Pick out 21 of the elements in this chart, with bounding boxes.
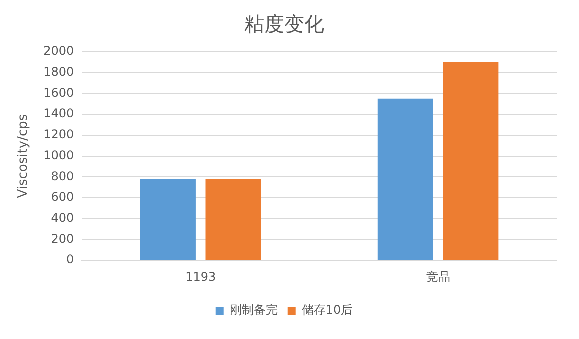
y-tick-label: 600 [51, 190, 74, 204]
bar [443, 62, 499, 260]
bar [206, 179, 262, 260]
y-tick-label: 800 [51, 169, 74, 184]
chart-title: 粘度变化 [244, 12, 324, 36]
x-tick-label: 竞品 [426, 270, 450, 284]
y-tick-label: 1800 [44, 64, 74, 79]
y-tick-label: 1000 [44, 148, 74, 162]
x-tick-label: 1193 [186, 270, 216, 284]
legend-label: 储存10后 [302, 303, 354, 318]
legend-label: 刚制备完 [230, 303, 278, 318]
y-tick-label: 1400 [44, 106, 74, 121]
y-tick-label: 1600 [44, 86, 74, 100]
y-tick-label: 1200 [44, 128, 74, 142]
bar [378, 98, 434, 260]
y-tick-label: 400 [51, 211, 74, 226]
bar [140, 179, 196, 260]
y-tick-label: 200 [51, 232, 74, 246]
y-axis-title: Viscosity/cps [16, 114, 32, 198]
y-tick-label: 2000 [44, 44, 74, 58]
y-tick-label: 0 [66, 252, 74, 267]
